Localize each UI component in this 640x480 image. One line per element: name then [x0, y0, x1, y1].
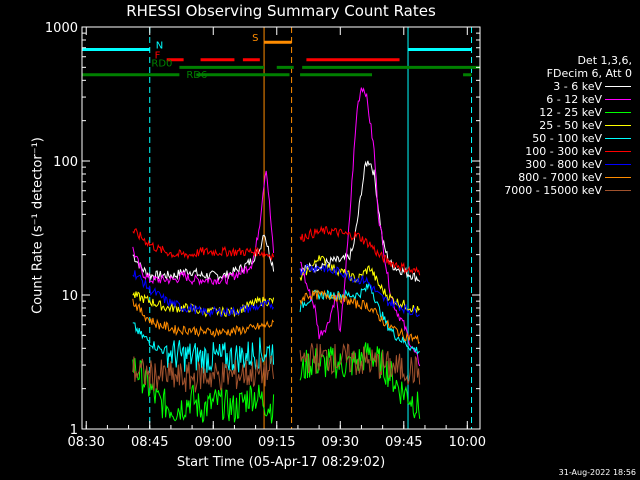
legend-entry-label: 12 - 25 keV — [539, 106, 602, 119]
legend-swatch — [605, 138, 631, 139]
legend-entry: 300 - 800 keV — [482, 158, 634, 171]
flag-bar-label: RD6 — [186, 70, 207, 81]
legend-entry: 50 - 100 keV — [482, 132, 634, 145]
generation-timestamp: 31-Aug-2022 18:56 — [558, 468, 636, 477]
plot-frame — [81, 26, 481, 430]
y-tick-label: 100 — [53, 155, 78, 170]
x-tick-label: 09:15 — [258, 435, 295, 450]
x-tick-label: 10:00 — [449, 435, 486, 450]
legend-header-line-2: FDecim 6, Att 0 — [546, 67, 632, 80]
legend-entry: 3 - 6 keV — [482, 80, 634, 93]
x-tick-label: 09:00 — [195, 435, 232, 450]
series-line — [132, 234, 275, 282]
legend-swatch — [605, 86, 631, 87]
legend-swatch — [605, 177, 631, 178]
legend-swatch — [605, 125, 631, 126]
series-line — [299, 87, 421, 367]
y-axis-label: Count Rate (s⁻¹ detector⁻¹) — [30, 137, 46, 314]
legend-entry-label: 7000 - 15000 keV — [504, 184, 602, 197]
y-tick-label: 1 — [70, 423, 78, 438]
series-line — [132, 270, 275, 318]
series-line — [132, 170, 275, 286]
legend-entry-label: 300 - 800 keV — [525, 158, 602, 171]
series-line — [299, 225, 421, 276]
legend-entry-label: 3 - 6 keV — [553, 80, 602, 93]
legend-swatch — [605, 190, 631, 191]
y-tick-label: 10 — [61, 289, 78, 304]
series-line — [132, 358, 275, 424]
x-tick-label: 08:30 — [67, 435, 104, 450]
legend-swatch — [605, 112, 631, 113]
series-lines — [132, 87, 421, 424]
legend-entry-label: 800 - 7000 keV — [518, 171, 602, 184]
series-line — [299, 342, 421, 419]
flag-bar-label: RD0 — [151, 58, 172, 69]
series-line — [132, 322, 275, 374]
series-line — [299, 255, 421, 313]
legend-entry-label: 100 - 300 keV — [525, 145, 602, 158]
legend-swatch — [605, 99, 631, 100]
series-line — [299, 160, 421, 282]
series-line — [132, 228, 275, 261]
legend-entry: 100 - 300 keV — [482, 145, 634, 158]
chart-title: RHESSI Observing Summary Count Rates — [126, 2, 436, 20]
x-tick-label: 09:45 — [385, 435, 422, 450]
x-tick-label: 09:30 — [322, 435, 359, 450]
legend-entry: 800 - 7000 keV — [482, 171, 634, 184]
series-line — [299, 289, 420, 344]
axis-ticks: 08:30 08:45 09:00 09:15 09:30 09:45 10:00 1 10 10… — [45, 21, 486, 450]
legend-entry: 12 - 25 keV — [482, 106, 634, 119]
legend: Det 1,3,6, FDecim 6, Att 0 3 - 6 keV 6 - … — [482, 54, 634, 197]
legend-entry: 25 - 50 keV — [482, 119, 634, 132]
series-line — [132, 298, 275, 338]
series-line — [299, 343, 421, 385]
legend-header-line-1: Det 1,3,6, — [577, 54, 632, 67]
x-axis-label: Start Time (05-Apr-17 08:29:02) — [176, 455, 386, 470]
legend-entry-label: 50 - 100 keV — [532, 132, 602, 145]
legend-entry: 7000 - 15000 keV — [482, 184, 634, 197]
series-line — [132, 355, 275, 393]
legend-swatch — [605, 164, 631, 165]
y-tick-label: 1000 — [45, 21, 78, 36]
flag-bar-label: S — [252, 33, 258, 44]
legend-entry: 6 - 12 keV — [482, 93, 634, 106]
legend-entry-label: 25 - 50 keV — [539, 119, 602, 132]
series-line — [299, 282, 420, 355]
flag-bar-label: N — [156, 40, 163, 51]
x-tick-label: 08:45 — [131, 435, 168, 450]
vertical-markers — [81, 27, 473, 429]
flag-bar-label: F — [155, 51, 161, 62]
series-line — [299, 262, 420, 317]
legend-swatch — [605, 151, 631, 152]
legend-entry-label: 6 - 12 keV — [546, 93, 602, 106]
